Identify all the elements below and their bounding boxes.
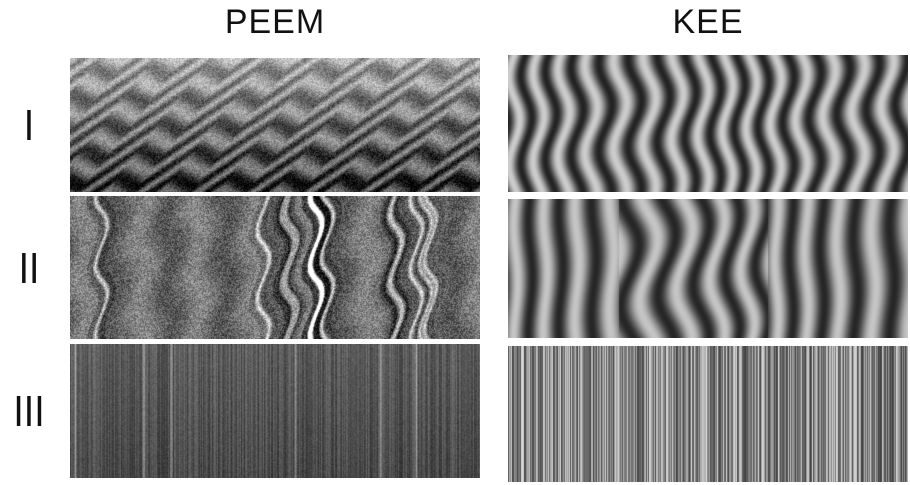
peem-panel-iii xyxy=(70,344,480,478)
peem-panel-ii xyxy=(70,196,480,339)
row-label-i: I xyxy=(23,101,35,150)
row-label-iii: III xyxy=(13,387,45,436)
row-label-ii: II xyxy=(18,244,40,293)
kee-panel-i xyxy=(508,55,908,192)
title-peem: PEEM xyxy=(224,3,326,41)
kee-panel-ii xyxy=(508,199,908,338)
title-kee: KEE xyxy=(672,3,744,41)
kee-panel-iii xyxy=(508,346,908,482)
peem-panel-i xyxy=(70,58,480,192)
